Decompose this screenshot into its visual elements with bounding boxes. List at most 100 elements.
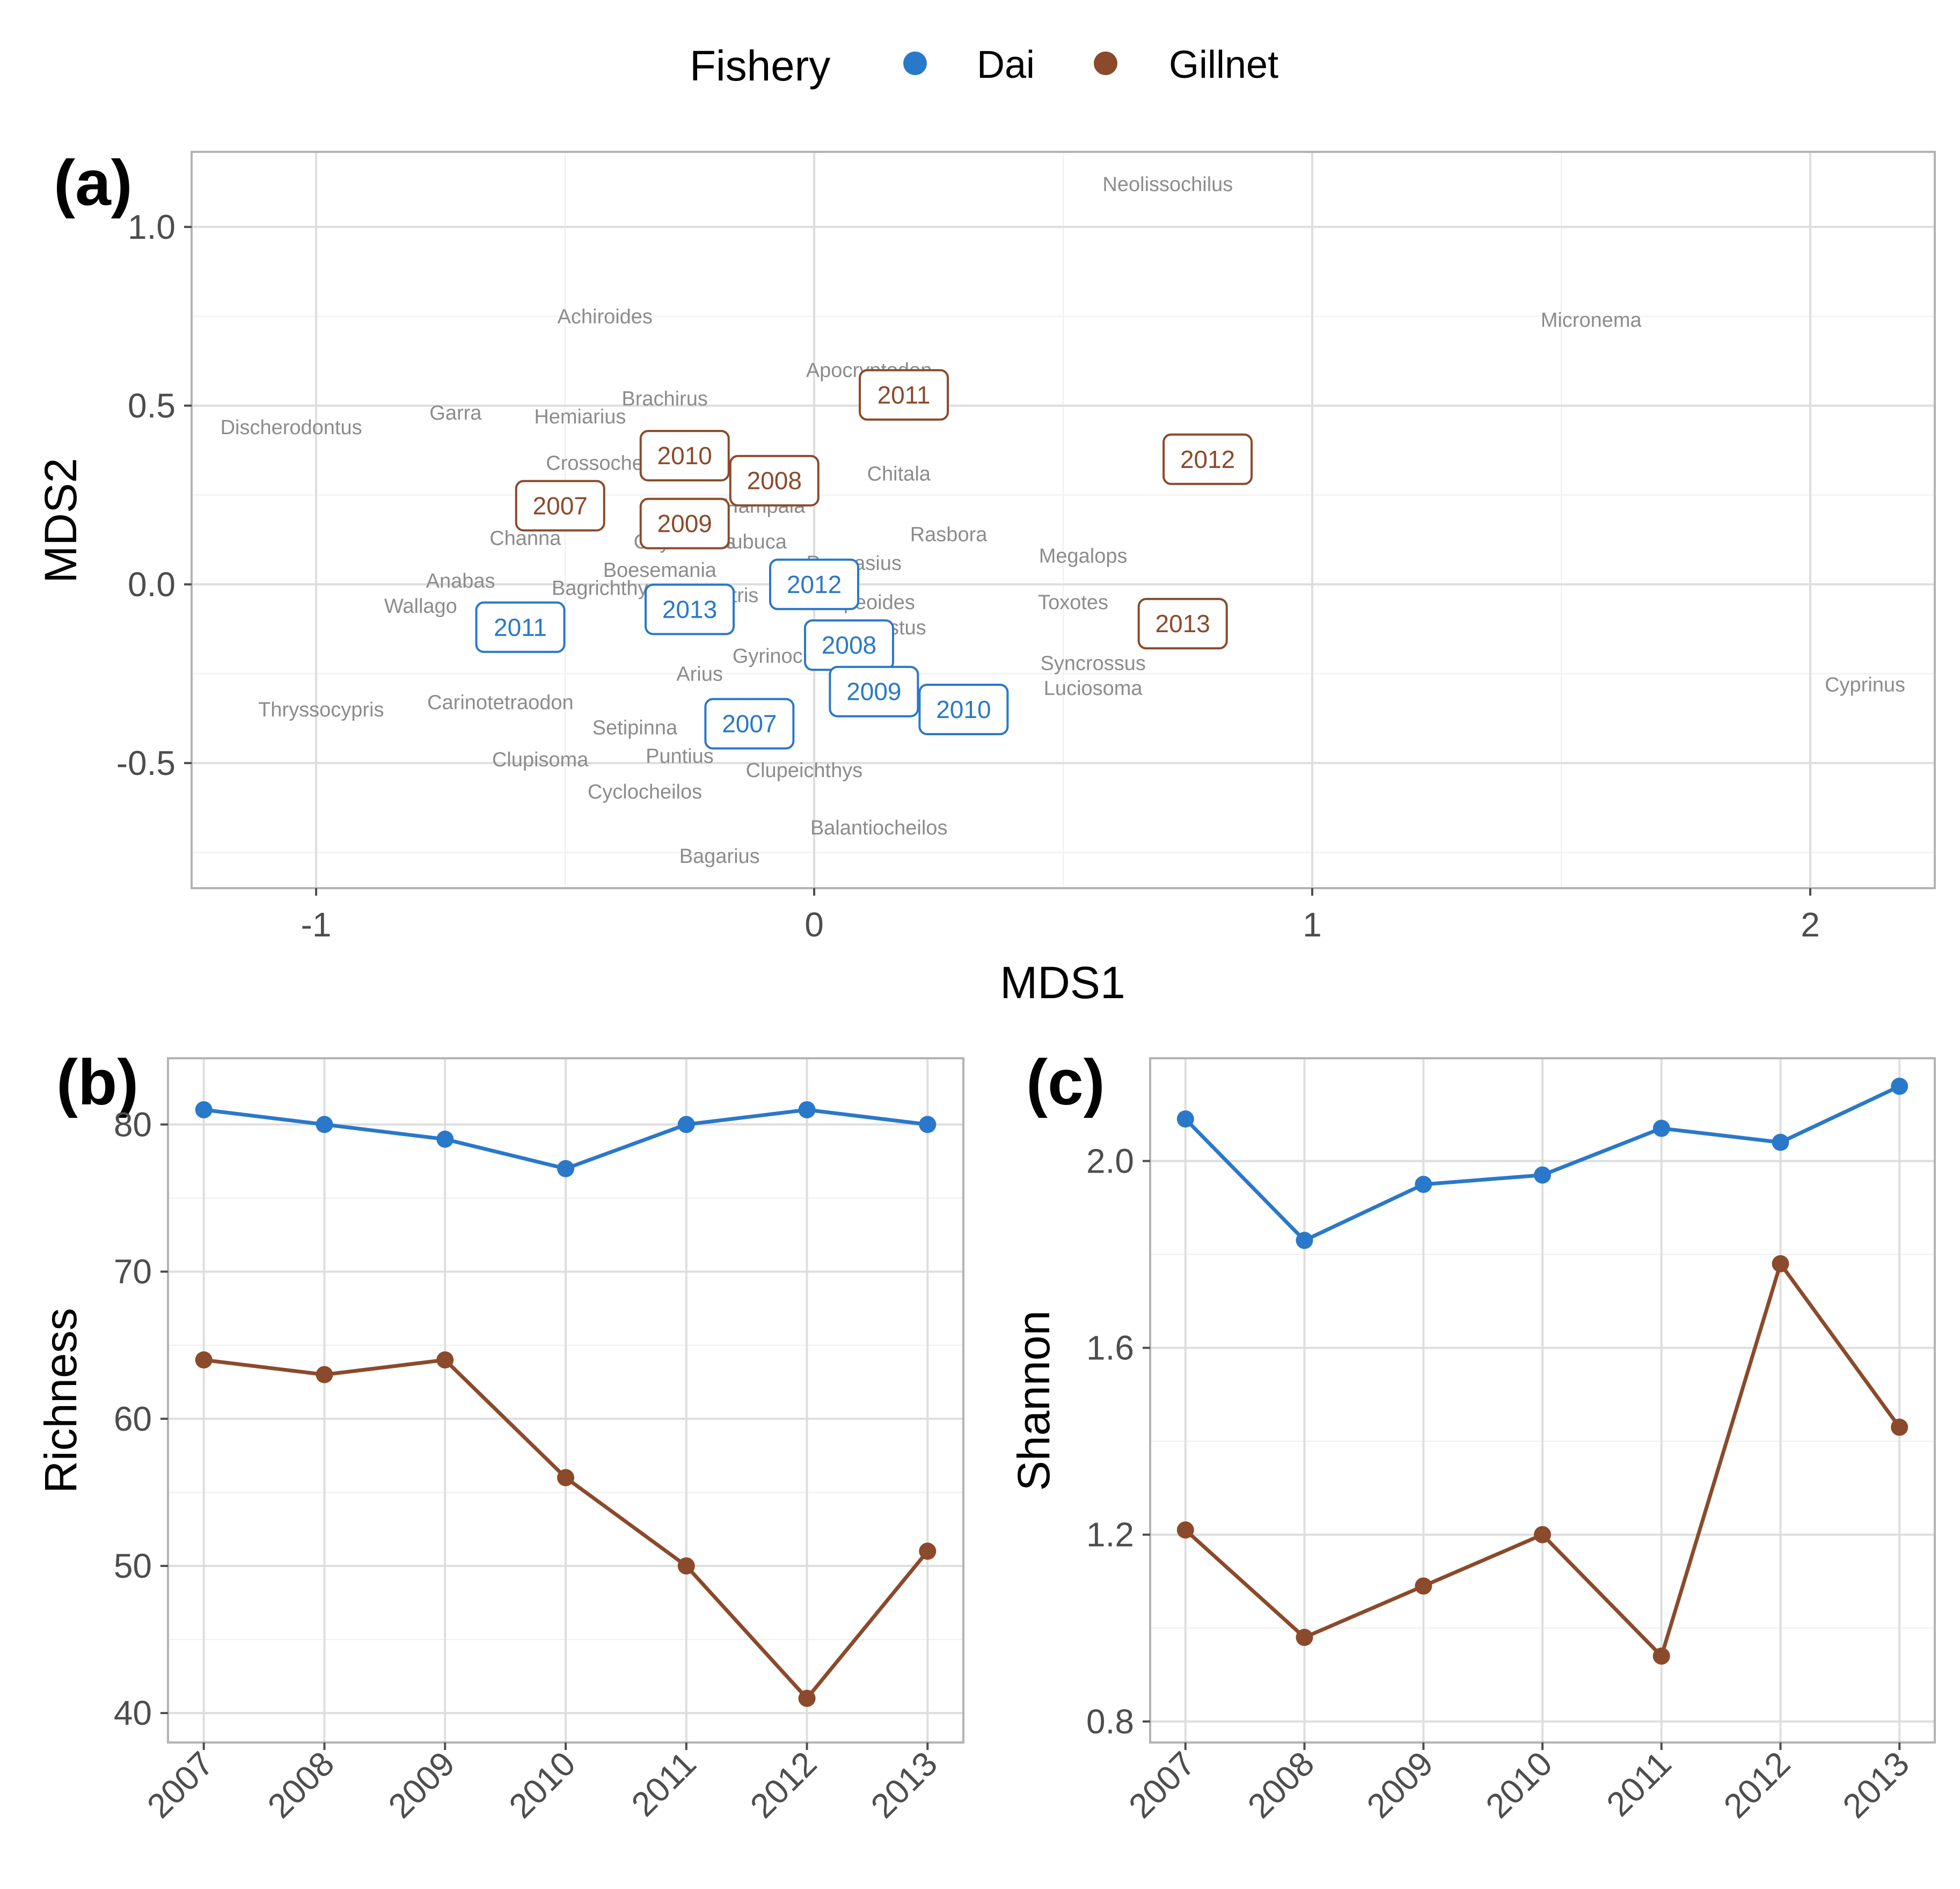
data-point-gillnet-2012 bbox=[1772, 1255, 1789, 1272]
year-label-text: 2011 bbox=[494, 613, 547, 641]
year-label-dai-2007: 2007 bbox=[704, 698, 795, 750]
year-label-dai-2008: 2008 bbox=[803, 619, 894, 671]
species-label: Puntius bbox=[646, 745, 714, 768]
year-label-box bbox=[475, 601, 566, 653]
data-point-gillnet-2010 bbox=[1534, 1526, 1551, 1543]
panel-b-x-axis: 2007 2008 2009 2010 2011 2012 2013 bbox=[140, 1742, 945, 1826]
panel-b-y-tick-label: 40 bbox=[114, 1694, 152, 1732]
data-point-gillnet-2011 bbox=[677, 1557, 695, 1575]
panel-b-y-tick-label: 60 bbox=[114, 1400, 152, 1438]
year-label-text: 2011 bbox=[877, 381, 931, 409]
data-point-gillnet-2009 bbox=[436, 1351, 454, 1369]
data-point-dai-2009 bbox=[1415, 1175, 1432, 1193]
year-label-gillnet-2012: 2012 bbox=[1162, 433, 1253, 485]
panel-a-tag: (a) bbox=[54, 147, 133, 219]
panel-c-series bbox=[1176, 1078, 1908, 1665]
panel-a-y-title: MDS2 bbox=[35, 458, 86, 583]
panel-b-x-tick-label: 2010 bbox=[501, 1744, 583, 1826]
year-label-text: 2007 bbox=[533, 492, 588, 519]
year-label-text: 2008 bbox=[822, 631, 876, 659]
data-point-gillnet-2008 bbox=[316, 1366, 333, 1383]
data-point-gillnet-2009 bbox=[1415, 1577, 1432, 1595]
legend-title: Fishery bbox=[690, 42, 830, 90]
data-point-gillnet-2012 bbox=[798, 1689, 816, 1707]
species-label: Discherodontus bbox=[221, 416, 362, 439]
panel-b-x-tick-label: 2012 bbox=[743, 1744, 824, 1826]
panel-a-y-axis: -0.5 0.0 0.5 1.0 bbox=[116, 208, 192, 782]
panel-b-y-tick-label: 50 bbox=[114, 1547, 152, 1585]
data-point-dai-2012 bbox=[1772, 1133, 1789, 1151]
panel-a-border bbox=[191, 151, 1936, 889]
year-label-text: 2013 bbox=[662, 596, 717, 624]
year-label-gillnet-2011: 2011 bbox=[859, 369, 949, 421]
species-label: Wallago bbox=[384, 595, 457, 618]
panel-a-year-labels: 2007 2008 2009 2010 2011 2012 2013 2007 2008 2009… bbox=[475, 369, 1253, 750]
species-label: Megalops bbox=[1039, 545, 1128, 568]
species-label: Clupeichthys bbox=[746, 759, 863, 782]
species-label: Hemiarius bbox=[534, 406, 626, 428]
legend-dai-swatch bbox=[903, 52, 927, 75]
year-label-box bbox=[769, 558, 859, 610]
panel-a-x-tick-label: 1 bbox=[1303, 905, 1322, 944]
panel-c-x-tick-label: 2010 bbox=[1478, 1744, 1560, 1826]
data-point-dai-2013 bbox=[1891, 1078, 1908, 1095]
data-point-dai-2011 bbox=[677, 1116, 695, 1133]
species-label: Bagrichthys bbox=[552, 577, 659, 600]
panel-c-y-tick-label: 1.2 bbox=[1086, 1515, 1134, 1554]
species-label: Syncrossus bbox=[1040, 652, 1145, 675]
species-label: Clupisoma bbox=[492, 749, 589, 771]
species-label: Garra bbox=[429, 402, 482, 424]
species-label: Thryssocypris bbox=[258, 699, 384, 721]
panel-c-x-tick-label: 2007 bbox=[1121, 1744, 1203, 1826]
species-label: Rasbora bbox=[910, 524, 988, 546]
species-label: Neolissochilus bbox=[1102, 173, 1233, 196]
panel-c-y-title: Shannon bbox=[1008, 1310, 1059, 1491]
species-label: Luciosoma bbox=[1044, 677, 1143, 700]
year-label-dai-2012: 2012 bbox=[769, 558, 859, 610]
species-label: Bagarius bbox=[679, 845, 760, 868]
panel-c-y-tick-label: 0.8 bbox=[1086, 1702, 1134, 1741]
year-label-text: 2007 bbox=[722, 710, 777, 738]
year-label-box bbox=[859, 369, 949, 421]
year-label-text: 2010 bbox=[936, 695, 991, 723]
species-label: Cyclocheilos bbox=[588, 781, 702, 803]
legend: Fishery Dai Gillnet bbox=[690, 42, 1278, 90]
panel-c-x-tick-label: 2011 bbox=[1599, 1744, 1678, 1824]
panel-c-y-axis: 0.8 1.2 1.6 2.0 bbox=[1086, 1141, 1150, 1741]
year-label-gillnet-2009: 2009 bbox=[639, 497, 730, 550]
species-label: Achiroides bbox=[558, 305, 653, 328]
legend-dai-label: Dai bbox=[977, 43, 1035, 86]
species-label: Cyprinus bbox=[1825, 673, 1905, 696]
panel-b-x-tick-label: 2007 bbox=[140, 1744, 221, 1826]
year-label-box bbox=[515, 480, 605, 532]
year-label-gillnet-2013: 2013 bbox=[1137, 598, 1228, 650]
panel-b-series bbox=[195, 1101, 937, 1707]
panel-a-x-tick-label: 2 bbox=[1801, 905, 1820, 944]
year-label-text: 2008 bbox=[747, 467, 802, 495]
panel-a-y-tick-label: 1.0 bbox=[128, 208, 175, 246]
panel-c-x-axis: 2007 2008 2009 2010 2011 2012 2013 bbox=[1121, 1742, 1917, 1826]
panel-b-y-title: Richness bbox=[35, 1308, 86, 1493]
panel-a-x-axis: -1 0 1 2 bbox=[301, 888, 1820, 944]
panel-a-x-tick-label: -1 bbox=[301, 905, 332, 944]
data-point-dai-2012 bbox=[798, 1101, 816, 1118]
legend-gillnet-label: Gillnet bbox=[1169, 43, 1278, 86]
year-label-text: 2013 bbox=[1155, 610, 1210, 638]
panel-b-x-tick-label: 2013 bbox=[864, 1744, 945, 1826]
panel-a-y-tick-label: 0.0 bbox=[128, 565, 175, 604]
species-label: Chitala bbox=[867, 463, 931, 485]
panel-a-y-tick-label: 0.5 bbox=[128, 386, 175, 425]
panel-c-grid bbox=[1150, 1058, 1935, 1742]
year-label-gillnet-2010: 2010 bbox=[639, 430, 730, 482]
data-point-gillnet-2013 bbox=[919, 1542, 937, 1560]
panel-b-y-tick-label: 80 bbox=[114, 1105, 152, 1144]
panel-c-x-tick-label: 2013 bbox=[1835, 1744, 1917, 1826]
year-label-box bbox=[829, 665, 919, 717]
data-point-gillnet-2013 bbox=[1891, 1418, 1908, 1436]
year-label-gillnet-2007: 2007 bbox=[515, 480, 605, 532]
panel-a-y-tick-label: -0.5 bbox=[116, 744, 175, 782]
data-point-gillnet-2010 bbox=[557, 1469, 574, 1487]
year-label-box bbox=[704, 698, 795, 750]
year-label-box bbox=[729, 455, 820, 507]
